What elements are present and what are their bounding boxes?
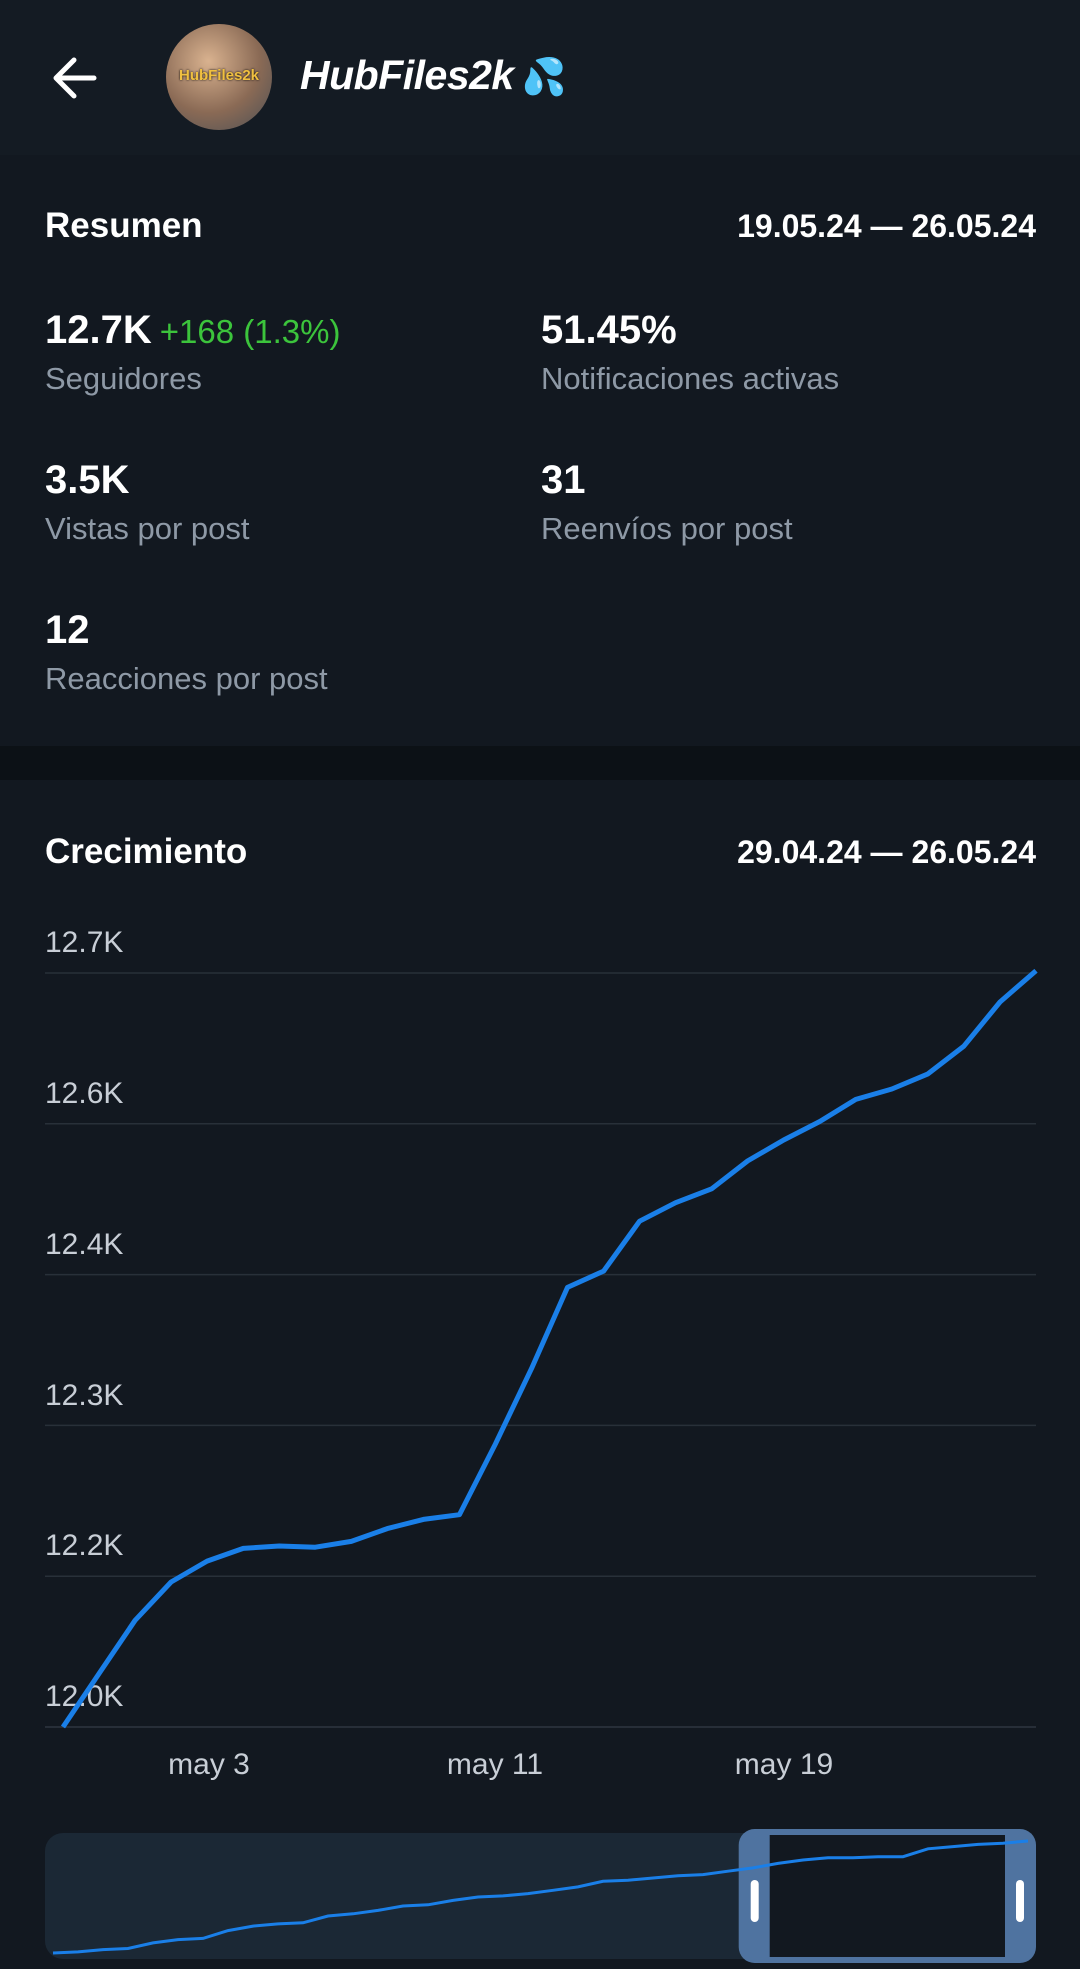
sweat-droplets-icon: 💦 <box>521 56 567 97</box>
stat-views-per-post: 3.5K Vistas por post <box>45 458 249 547</box>
channel-avatar[interactable]: HubFiles2k <box>166 24 272 130</box>
stat-label: Vistas por post <box>45 511 250 546</box>
y-tick-label: 12.3K <box>45 1379 124 1412</box>
stat-value: 12 <box>45 608 90 652</box>
channel-title: HubFiles2k 💦 <box>300 52 567 99</box>
summary-title: Resumen <box>45 206 203 245</box>
stat-notifications: 51.45% Notificaciones activas <box>541 308 839 397</box>
x-tick-label: may 11 <box>446 1748 544 1781</box>
stat-value: 51.45% <box>541 308 677 352</box>
growth-range: 29.04.24 — 26.05.24 <box>737 834 1036 870</box>
stat-followers: 12.7K +168 (1.3%) Seguidores <box>45 308 340 397</box>
stat-label: Seguidores <box>45 361 202 396</box>
stat-value: 12.7K <box>45 308 152 352</box>
back-button[interactable] <box>48 50 104 106</box>
stat-label: Reacciones por post <box>45 661 328 696</box>
stat-value: 3.5K <box>45 458 130 502</box>
stat-reactions-per-post: 12 Reacciones por post <box>45 608 328 697</box>
stat-delta: +168 (1.3%) <box>159 313 341 350</box>
stat-label: Reenvíos por post <box>541 511 793 546</box>
growth-title: Crecimiento <box>45 832 248 871</box>
summary-range: 19.05.24 — 26.05.24 <box>737 208 1036 244</box>
stat-value: 31 <box>541 458 586 502</box>
y-tick-label: 12.4K <box>45 1228 124 1261</box>
x-tick-label: may 3 <box>168 1748 250 1781</box>
channel-name: HubFiles2k <box>300 52 514 98</box>
followers-line <box>60 968 1038 1729</box>
stat-label: Notificaciones activas <box>541 361 840 396</box>
x-tick-label: may 19 <box>734 1748 834 1781</box>
navigator-left-handle[interactable] <box>750 1880 759 1922</box>
top-bar: HubFiles2k HubFiles2k 💦 <box>0 0 1080 155</box>
y-tick-label: 12.6K <box>45 1077 124 1110</box>
y-tick-label: 12.7K <box>45 926 124 959</box>
avatar-logo-text: HubFiles2k <box>178 67 260 84</box>
navigator-right-handle[interactable] <box>1016 1880 1024 1922</box>
y-tick-label: 12.2K <box>45 1529 124 1562</box>
navigator-window[interactable] <box>769 1835 1005 1957</box>
stat-shares-per-post: 31 Reenvíos por post <box>541 458 793 547</box>
arrow-left-icon <box>53 57 97 99</box>
section-divider <box>0 746 1080 780</box>
navigator-line <box>52 1839 1029 1955</box>
